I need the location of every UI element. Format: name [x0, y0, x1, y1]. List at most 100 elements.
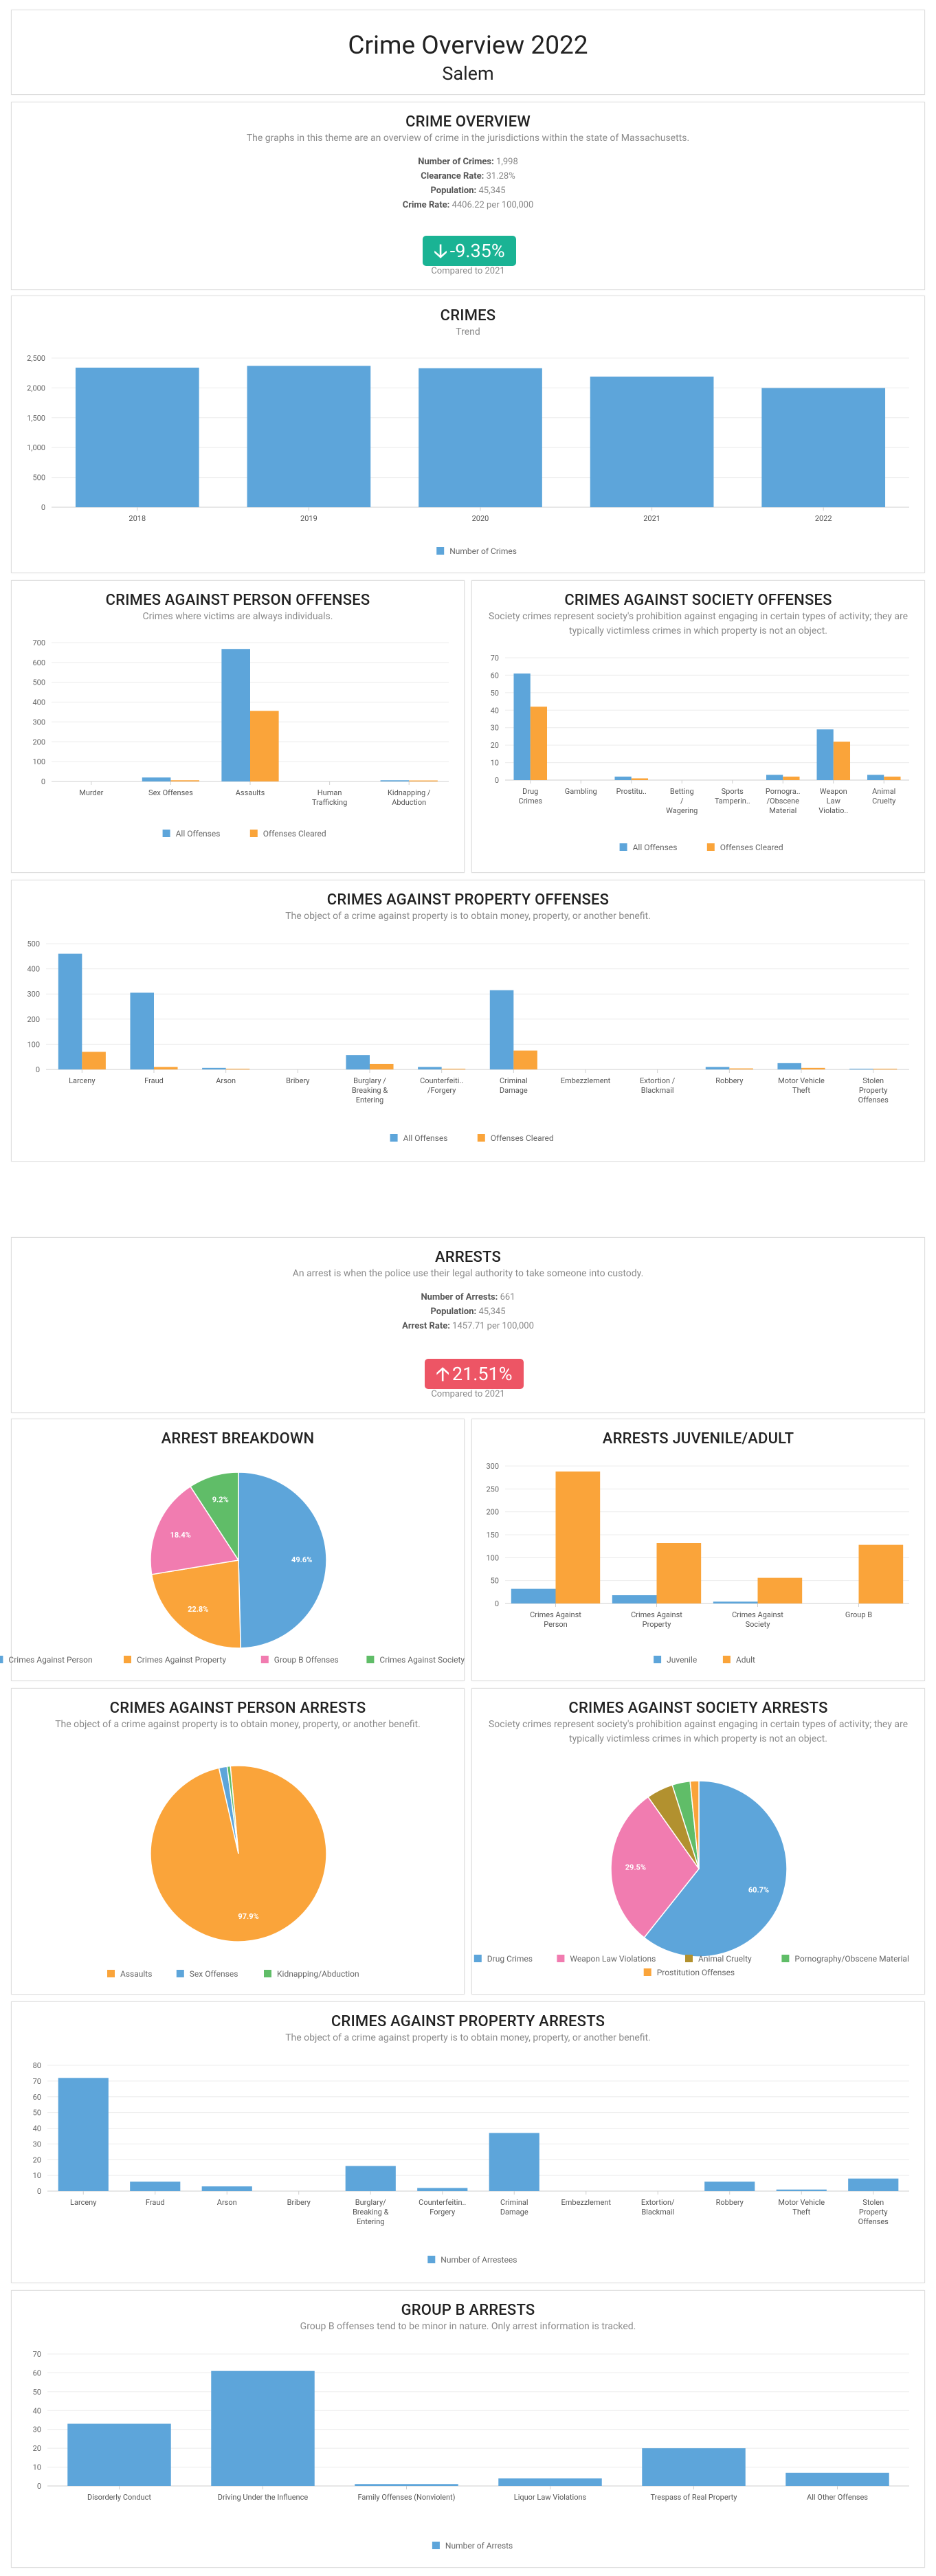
group-b-y-tick: 0: [37, 2482, 41, 2491]
group-b-y-tick: 60: [33, 2368, 41, 2377]
property-offenses-bar: [513, 1050, 537, 1069]
property-offenses-title: CRIMES AGAINST PROPERTY OFFENSES: [326, 891, 610, 909]
crimes-bar: [247, 366, 371, 507]
crimes-x-label: 2022: [815, 514, 832, 523]
crimes-x-label: 2018: [129, 514, 146, 523]
property-offenses-legend-swatch: [477, 1134, 485, 1142]
property-arrests-x-label: Counterfeitin.. Forgery: [419, 2198, 466, 2217]
property-arrests-bar: [704, 2181, 755, 2191]
crimes-y-tick: 500: [32, 474, 45, 482]
crimes-trend-card: CRIMES Trend 0 500 1,000 1,500 2,000 2,500 201…: [11, 296, 925, 573]
person-offenses-y-tick: 100: [32, 757, 45, 766]
juvenile-adult-x-label: Crimes Against Person: [530, 1610, 581, 1629]
property-offenses-x-label: Bribery: [286, 1076, 310, 1085]
crime-overview-description: The graphs in this theme are an overview…: [246, 133, 690, 144]
property-arrests-card: CRIMES AGAINST PROPERTY ARRESTS The obje…: [11, 2001, 925, 2283]
crimes-y-tick: 2,000: [27, 384, 45, 392]
crimes-x-label: 2019: [300, 514, 317, 523]
arrow-up-icon: 🡡: [436, 1363, 449, 1385]
juvenile-adult-bar: [612, 1595, 657, 1603]
property-arrests-bar: [417, 2188, 468, 2191]
society-offenses-x-label: Animal Cruelty: [872, 787, 896, 806]
group-b-bar: [642, 2448, 746, 2486]
person-offenses-bar: [221, 649, 250, 781]
group-b-y-tick: 30: [33, 2425, 41, 2434]
society-arrests-subtitle: Society crimes represent society's prohi…: [488, 1719, 908, 1744]
stat-population: Population: 45,345: [430, 186, 506, 196]
society-offenses-card: CRIMES AGAINST SOCIETY OFFENSES Society …: [471, 580, 925, 873]
property-arrests-bar: [848, 2178, 899, 2191]
society-offenses-bar: [867, 775, 884, 780]
person-offenses-x-label: Assaults: [236, 788, 265, 797]
property-arrests-legend-label: Number of Arrestees: [441, 2255, 517, 2265]
person-offenses-x-label: Kidnapping / Abduction: [388, 788, 431, 807]
arrest-breakdown-slice: [150, 1485, 240, 1575]
property-arrests-x-label: Bribery: [287, 2198, 311, 2207]
property-offenses-x-label: Counterfeiti../Forgery: [420, 1076, 463, 1095]
crimes-bar: [419, 368, 542, 507]
crimes-x-label: 2021: [643, 514, 660, 523]
society-offenses-x-label: Gambling: [565, 787, 597, 796]
property-arrests-y-tick: 50: [33, 2109, 41, 2118]
crime-compare-text: Compared to 2021: [431, 266, 505, 276]
crime-overview-title: CRIME OVERVIEW: [405, 113, 531, 131]
society-offenses-y-tick: 70: [491, 654, 499, 663]
person-arrests-title: CRIMES AGAINST PERSON ARRESTS: [109, 1700, 366, 1717]
group-b-bar: [498, 2478, 602, 2486]
society-offenses-bar: [513, 673, 531, 780]
arrest-breakdown-slice: [190, 1472, 239, 1562]
property-offenses-x-label: Arson: [216, 1076, 236, 1085]
person-offenses-legend-label: Offenses Cleared: [263, 829, 326, 839]
property-arrests-y-tick: 70: [33, 2077, 41, 2086]
society-offenses-x-label: Sports Tamperin..: [715, 787, 750, 806]
juvenile-adult-bar: [858, 1544, 904, 1603]
arrest-breakdown-slice-label: 49.6%: [291, 1555, 312, 1564]
property-offenses-bar: [777, 1063, 801, 1069]
society-offenses-y-tick: 60: [491, 671, 499, 680]
property-offenses-x-label: Stolen Property Offenses: [858, 1076, 889, 1104]
society-offenses-x-label: Weapon Law Violatio..: [818, 787, 848, 815]
arrests-card: ARRESTS An arrest is when the police use…: [11, 1237, 925, 1413]
society-arrests-legend-label: Animal Cruelty: [698, 1954, 752, 1964]
person-arrests-card: CRIMES AGAINST PERSON ARRESTS The object…: [11, 1688, 465, 1995]
person-offenses-bar-chart: 0 100 200 300 400 500 600 700 Murder Sex Offenses…: [32, 639, 449, 839]
property-offenses-bar: [82, 1052, 106, 1069]
property-offenses-bar: [705, 1067, 730, 1069]
arrest-breakdown-slice: [238, 1472, 327, 1649]
group-b-legend-swatch: [432, 2542, 440, 2549]
property-arrests-y-tick: 80: [33, 2061, 41, 2070]
arrest-breakdown-slice-label: 22.8%: [188, 1605, 208, 1614]
property-offenses-x-label: Embezzlement: [561, 1076, 611, 1085]
group-b-legend-label: Number of Arrests: [445, 2541, 513, 2551]
juvenile-adult-x-label: Crimes Against Property: [631, 1610, 682, 1629]
property-offenses-y-tick: 0: [36, 1065, 40, 1074]
property-offenses-card: CRIMES AGAINST PROPERTY OFFENSES The obj…: [11, 880, 925, 1162]
person-arrests-slice-label: 97.9%: [238, 1912, 258, 1921]
property-offenses-bar: [801, 1067, 825, 1069]
crimes-y-tick: 1,000: [27, 443, 45, 452]
property-arrests-legend-swatch: [427, 2256, 436, 2263]
person-arrests-subtitle: The object of a crime against property i…: [55, 1719, 421, 1730]
group-b-card: GROUP B ARRESTS Group B offenses tend to…: [11, 2290, 925, 2568]
arrests-description: An arrest is when the police use their l…: [292, 1268, 644, 1279]
crimes-legend-label: Number of Crimes: [449, 546, 517, 556]
group-b-x-label: Driving Under the Influence: [218, 2493, 309, 2502]
property-arrests-x-label: Stolen Property Offenses: [858, 2198, 889, 2226]
page-subtitle: Salem: [442, 63, 494, 85]
stat-number-of-arrests: Number of Arrests: 661: [421, 1292, 515, 1302]
property-offenses-legend-label: All Offenses: [403, 1133, 448, 1143]
society-offenses-legend-swatch: [706, 843, 715, 851]
header-card: Crime Overview 2022 Salem: [11, 10, 925, 95]
society-arrests-legend-swatch: [781, 1955, 790, 1962]
property-arrests-bar: [489, 2133, 539, 2191]
society-arrests-legend-label: Drug Crimes: [487, 1954, 533, 1964]
person-offenses-bar: [170, 780, 200, 781]
juvenile-adult-y-tick: 100: [486, 1553, 499, 1562]
person-arrests-pie-chart: 97.9% Assaults Sex Offenses Kidnapping/Abdu…: [107, 1765, 359, 1979]
crimes-x-label: 2020: [472, 514, 489, 523]
group-b-x-label: Trespass of Real Property: [650, 2493, 737, 2502]
crime-overview-card: CRIME OVERVIEW The graphs in this theme …: [11, 102, 925, 290]
property-arrests-bar-chart: 0 10 20 30 40 50 60 70 80 Larceny Fraud Arson Briber…: [33, 2061, 909, 2265]
property-offenses-bar: [346, 1055, 370, 1069]
stat-arrest-rate: Arrest Rate: 1457.71 per 100,000: [402, 1321, 534, 1331]
